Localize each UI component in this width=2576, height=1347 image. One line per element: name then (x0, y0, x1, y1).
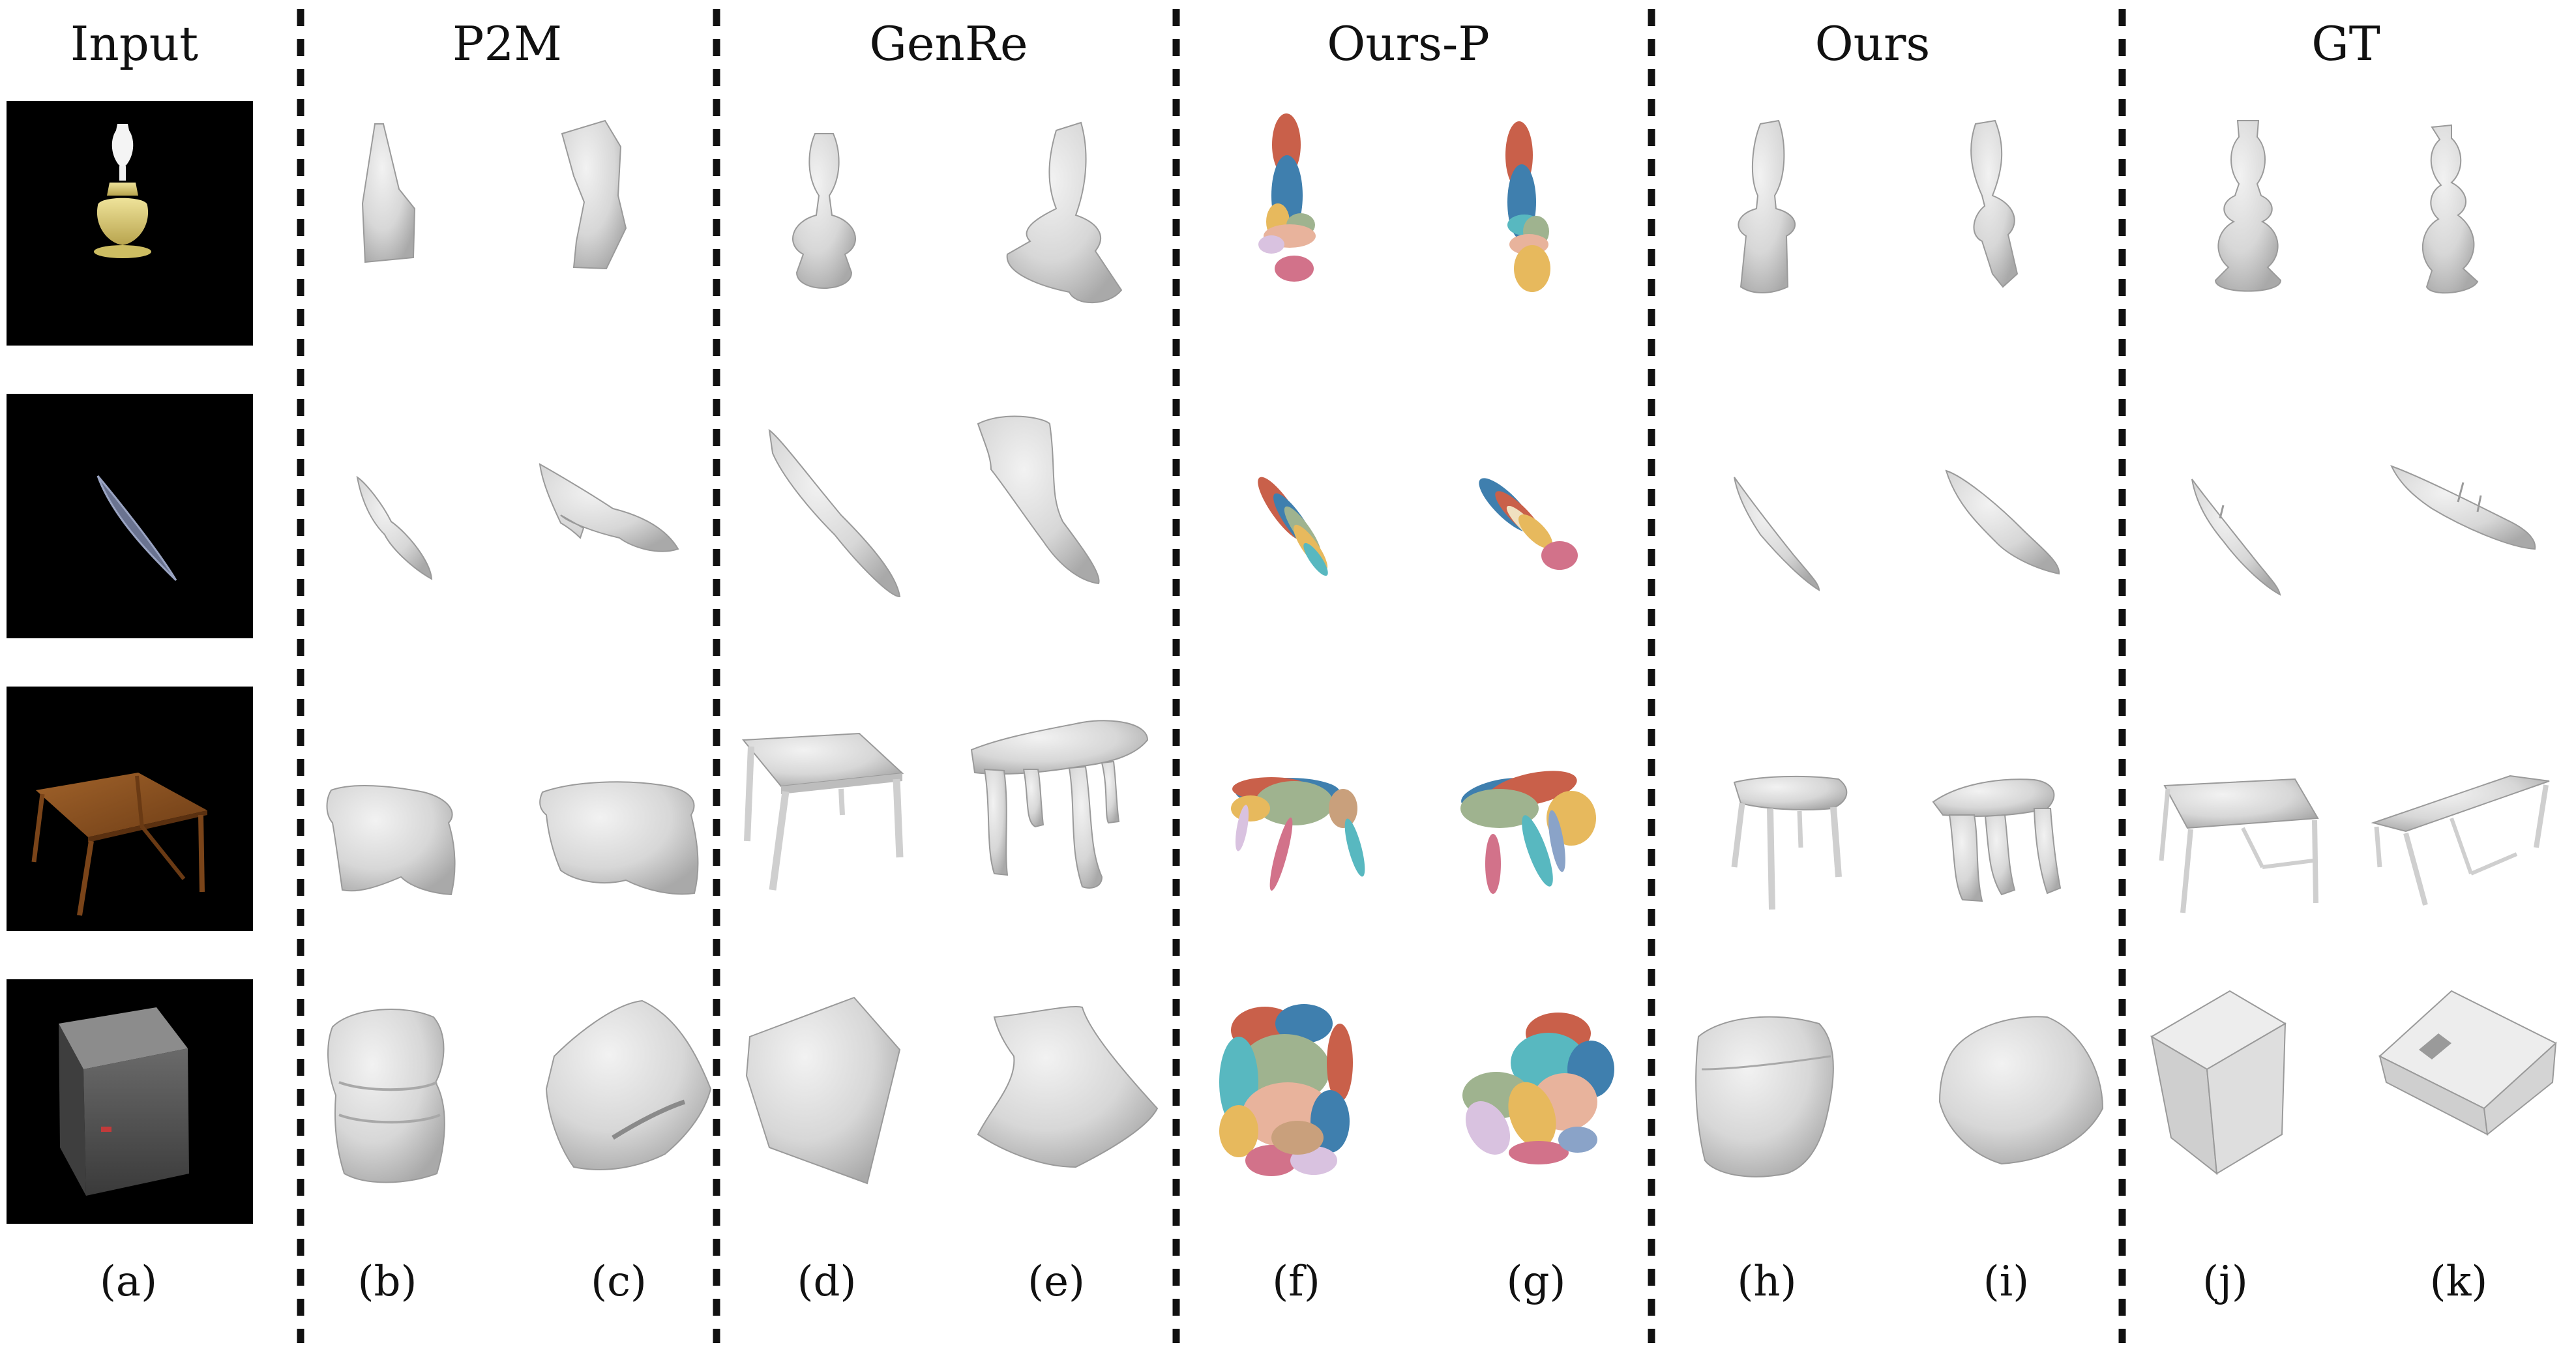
mesh-ours-table-view2 (1932, 778, 2062, 902)
mesh-genre-boat-view1 (768, 428, 901, 598)
mesh-ours-cabinet-view1 (1695, 1016, 1834, 1177)
mesh-ours-p-table-view1 (1231, 777, 1365, 891)
mesh-ours-p-table-view2 (1460, 771, 1596, 894)
mesh-genre-lamp-view2 (1006, 121, 1123, 304)
caption-e: (e) (1028, 1258, 1085, 1306)
mesh-ours-p-boat-view1 (1258, 477, 1328, 576)
mesh-ours-boat-view2 (1945, 469, 2060, 575)
header-p2m: P2M (452, 16, 562, 71)
caption-j: (j) (2202, 1258, 2248, 1306)
mesh-ours-cabinet-view2 (1938, 1016, 2104, 1165)
mesh-gt-table-view2 (2371, 775, 2550, 906)
mesh-genre-table-view2 (970, 720, 1149, 889)
mesh-ours-lamp-view1 (1738, 119, 1796, 293)
mesh-gt-boat-view2 (2390, 465, 2536, 550)
mesh-gt-cabinet-view2 (2378, 990, 2557, 1136)
mesh-p2m-boat-view2 (539, 463, 679, 552)
mesh-genre-lamp-view1 (792, 133, 856, 289)
mesh-gt-lamp-view1 (2214, 120, 2282, 292)
mesh-p2m-table-view2 (539, 781, 699, 895)
caption-a: (a) (100, 1258, 157, 1306)
mesh-ours-boat-view1 (1734, 477, 1820, 591)
header-input: Input (70, 16, 198, 71)
header-ours-p: Ours-P (1327, 16, 1490, 71)
mesh-gt-boat-view1 (2191, 479, 2281, 596)
mesh-p2m-boat-view1 (356, 475, 433, 580)
input-image-lamp (7, 101, 253, 346)
mesh-p2m-cabinet-view1 (327, 1009, 445, 1183)
mesh-genre-boat-view2 (977, 415, 1100, 585)
caption-g: (g) (1507, 1258, 1566, 1306)
mesh-gt-cabinet-view1 (2150, 990, 2287, 1176)
mesh-ours-p-cabinet-view1 (1219, 1004, 1353, 1176)
mesh-p2m-lamp-view1 (361, 123, 416, 263)
input-image-table (7, 687, 253, 931)
caption-i: (i) (1983, 1258, 2029, 1306)
caption-b: (b) (358, 1258, 417, 1306)
mesh-gt-lamp-view2 (2421, 124, 2479, 294)
mesh-ours-p-boat-view2 (1479, 478, 1578, 570)
caption-f: (f) (1272, 1258, 1320, 1306)
header-genre: GenRe (869, 16, 1028, 71)
caption-h: (h) (1737, 1258, 1796, 1306)
caption-d: (d) (797, 1258, 857, 1306)
caption-c: (c) (591, 1258, 647, 1306)
mesh-genre-cabinet-view2 (977, 1006, 1159, 1168)
mesh-p2m-lamp-view2 (561, 119, 627, 270)
caption-k: (k) (2430, 1258, 2488, 1306)
mesh-ours-p-lamp-view2 (1505, 121, 1550, 292)
mesh-ours-p-cabinet-view2 (1462, 1013, 1614, 1164)
mesh-ours-lamp-view2 (1970, 119, 2019, 288)
header-ours: Ours (1815, 16, 1931, 71)
mesh-ours-table-view1 (1731, 775, 1848, 910)
mesh-ours-p-lamp-view1 (1258, 113, 1316, 282)
mesh-p2m-cabinet-view2 (545, 999, 712, 1170)
mesh-genre-table-view1 (741, 732, 904, 891)
mesh-gt-table-view1 (2159, 778, 2319, 913)
input-image-cabinet (7, 979, 253, 1224)
mesh-genre-cabinet-view1 (745, 996, 901, 1185)
mesh-p2m-table-view1 (326, 785, 456, 896)
header-gt: GT (2311, 16, 2380, 71)
input-image-boat (7, 394, 253, 638)
